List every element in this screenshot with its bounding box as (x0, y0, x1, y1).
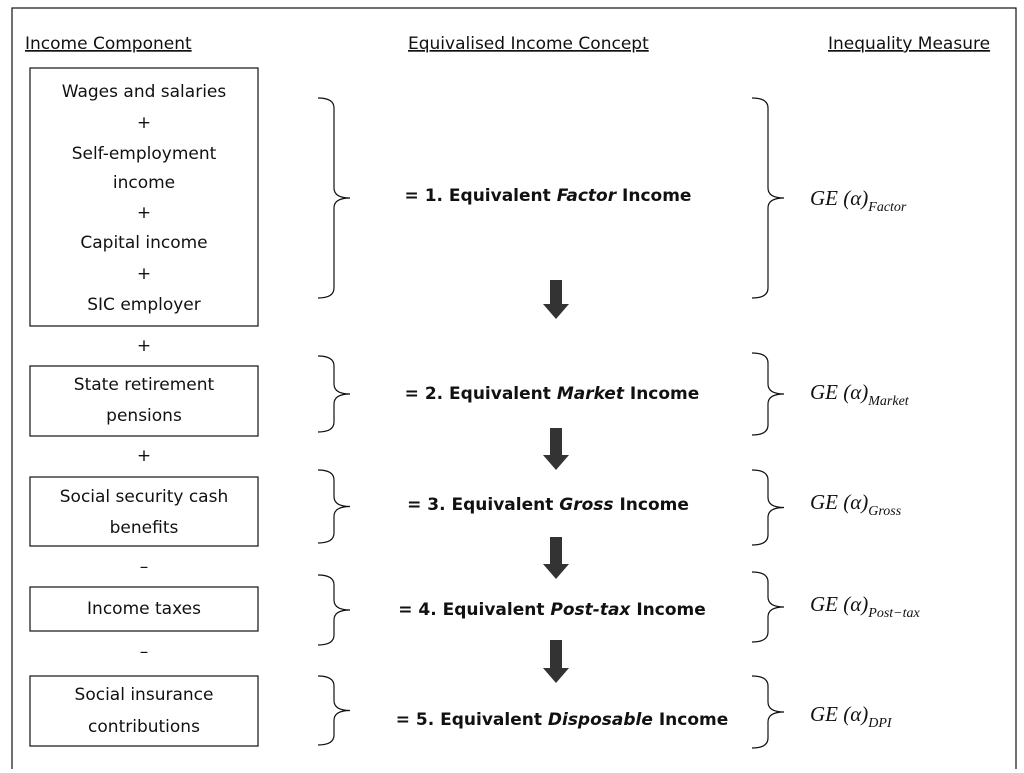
component-text: Income taxes (87, 599, 201, 619)
concept-suffix: Income (659, 710, 728, 730)
brace (317, 574, 351, 646)
component-text: + (137, 113, 151, 133)
measure: GE (α)Post−tax (810, 592, 920, 621)
header: Inequality Measure (828, 34, 990, 54)
component-box (29, 365, 259, 437)
concept-suffix: Income (630, 384, 699, 404)
brace (317, 355, 351, 433)
component-box (29, 67, 259, 327)
component-text: + (137, 264, 151, 284)
concept-prefix: = 5. Equivalent (396, 710, 542, 730)
operator: + (137, 336, 151, 356)
header: Equivalised Income Concept (408, 34, 649, 54)
operator: – (140, 557, 149, 577)
component-text: Social security cash (60, 487, 228, 507)
operator: – (140, 642, 149, 662)
concept: = 1. Equivalent Factor Income (405, 186, 692, 206)
concept: = 2. Equivalent Market Income (405, 384, 700, 404)
arrow (543, 537, 569, 579)
measure-sub: Factor (867, 200, 907, 215)
measure-sub: Gross (868, 504, 901, 519)
concept-prefix: = 4. Equivalent (398, 600, 544, 620)
component-text: SIC employer (87, 295, 201, 315)
brace (751, 675, 785, 749)
measure-main: GE (α) (810, 186, 868, 210)
brace (751, 97, 785, 299)
concept-prefix: = 2. Equivalent (405, 384, 551, 404)
header: Income Component (25, 34, 192, 54)
measure: GE (α)DPI (810, 702, 893, 731)
concept-suffix: Income (622, 186, 691, 206)
measure-main: GE (α) (810, 592, 868, 616)
measure-main: GE (α) (810, 380, 868, 404)
measure-sub: Market (867, 394, 910, 409)
component-text: income (113, 173, 175, 193)
arrow (543, 640, 569, 683)
concept: = 5. Equivalent Disposable Income (396, 710, 729, 730)
concept-suffix: Income (619, 495, 688, 515)
component-text: benefits (110, 518, 179, 538)
measure-sub: Post−tax (867, 606, 920, 621)
component-text: pensions (106, 406, 182, 426)
brace (317, 675, 351, 746)
component-text: Wages and salaries (62, 82, 227, 102)
measure: GE (α)Factor (810, 186, 907, 215)
component-text: Capital income (80, 233, 207, 253)
component-text: Social insurance (75, 685, 214, 705)
measure: GE (α)Gross (810, 490, 902, 519)
brace (751, 469, 785, 546)
arrow (543, 280, 569, 319)
concept-term: Factor (557, 186, 618, 206)
measure-main: GE (α) (810, 490, 868, 514)
concept-term: Post-tax (550, 600, 631, 620)
concept-prefix: = 1. Equivalent (405, 186, 551, 206)
measure-sub: DPI (867, 716, 893, 731)
concept-term: Gross (559, 495, 613, 515)
concept-prefix: = 3. Equivalent (407, 495, 553, 515)
component-box (29, 586, 259, 632)
component-text: contributions (88, 717, 200, 737)
concept-suffix: Income (636, 600, 705, 620)
concept-term: Disposable (548, 710, 653, 730)
component-box (29, 675, 259, 747)
concept: = 4. Equivalent Post-tax Income (398, 600, 706, 620)
concept: = 3. Equivalent Gross Income (407, 495, 689, 515)
concept-term: Market (557, 384, 625, 404)
measure: GE (α)Market (810, 380, 910, 409)
brace (751, 352, 785, 436)
brace (317, 97, 351, 299)
operator: + (137, 446, 151, 466)
component-text: + (137, 203, 151, 223)
brace (751, 571, 785, 643)
measure-main: GE (α) (810, 702, 868, 726)
frame (11, 7, 1017, 773)
arrow (543, 428, 569, 470)
component-text: Self-employment (72, 144, 217, 164)
component-box (29, 476, 259, 547)
brace (317, 469, 351, 544)
component-text: State retirement (74, 375, 215, 395)
